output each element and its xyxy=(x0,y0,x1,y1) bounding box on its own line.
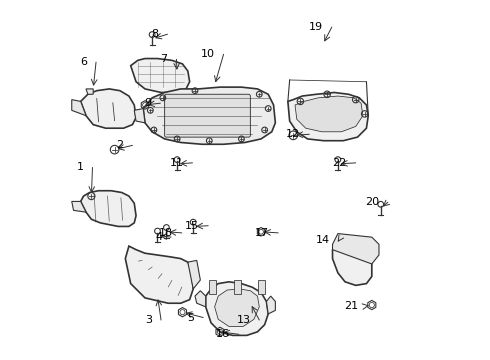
Text: 21: 21 xyxy=(344,301,359,311)
Text: 12: 12 xyxy=(286,129,300,139)
Text: 22: 22 xyxy=(333,158,347,168)
Polygon shape xyxy=(125,246,193,303)
Text: 11: 11 xyxy=(170,158,184,168)
Polygon shape xyxy=(72,202,86,212)
Text: 19: 19 xyxy=(309,22,323,32)
Text: 1: 1 xyxy=(76,162,83,172)
Text: 8: 8 xyxy=(151,29,159,39)
Polygon shape xyxy=(81,191,136,226)
FancyBboxPatch shape xyxy=(165,94,250,137)
Text: 5: 5 xyxy=(187,312,194,323)
Polygon shape xyxy=(288,93,368,141)
Text: 10: 10 xyxy=(200,49,215,59)
Text: 7: 7 xyxy=(160,54,168,64)
Polygon shape xyxy=(209,280,217,294)
Text: 9: 9 xyxy=(144,98,151,108)
Text: 2: 2 xyxy=(117,140,123,150)
Polygon shape xyxy=(86,89,93,94)
Polygon shape xyxy=(295,96,363,132)
Text: 18: 18 xyxy=(159,228,173,238)
Polygon shape xyxy=(81,89,136,128)
Polygon shape xyxy=(333,234,379,264)
Text: 15: 15 xyxy=(185,221,199,231)
Text: 6: 6 xyxy=(80,57,87,67)
Polygon shape xyxy=(258,280,265,294)
Polygon shape xyxy=(134,109,145,123)
Polygon shape xyxy=(188,260,200,289)
Text: 17: 17 xyxy=(255,228,270,238)
Polygon shape xyxy=(215,289,259,327)
Text: 13: 13 xyxy=(236,315,250,325)
Polygon shape xyxy=(333,243,372,285)
Polygon shape xyxy=(234,280,242,294)
Text: 4: 4 xyxy=(155,232,162,242)
Text: 3: 3 xyxy=(145,315,152,325)
Text: 16: 16 xyxy=(216,329,230,339)
Text: 20: 20 xyxy=(365,197,379,207)
Polygon shape xyxy=(267,296,275,314)
Polygon shape xyxy=(72,100,86,116)
Text: 14: 14 xyxy=(316,235,330,245)
Polygon shape xyxy=(206,282,268,336)
Polygon shape xyxy=(195,291,206,307)
Polygon shape xyxy=(131,59,190,93)
Polygon shape xyxy=(143,87,275,144)
